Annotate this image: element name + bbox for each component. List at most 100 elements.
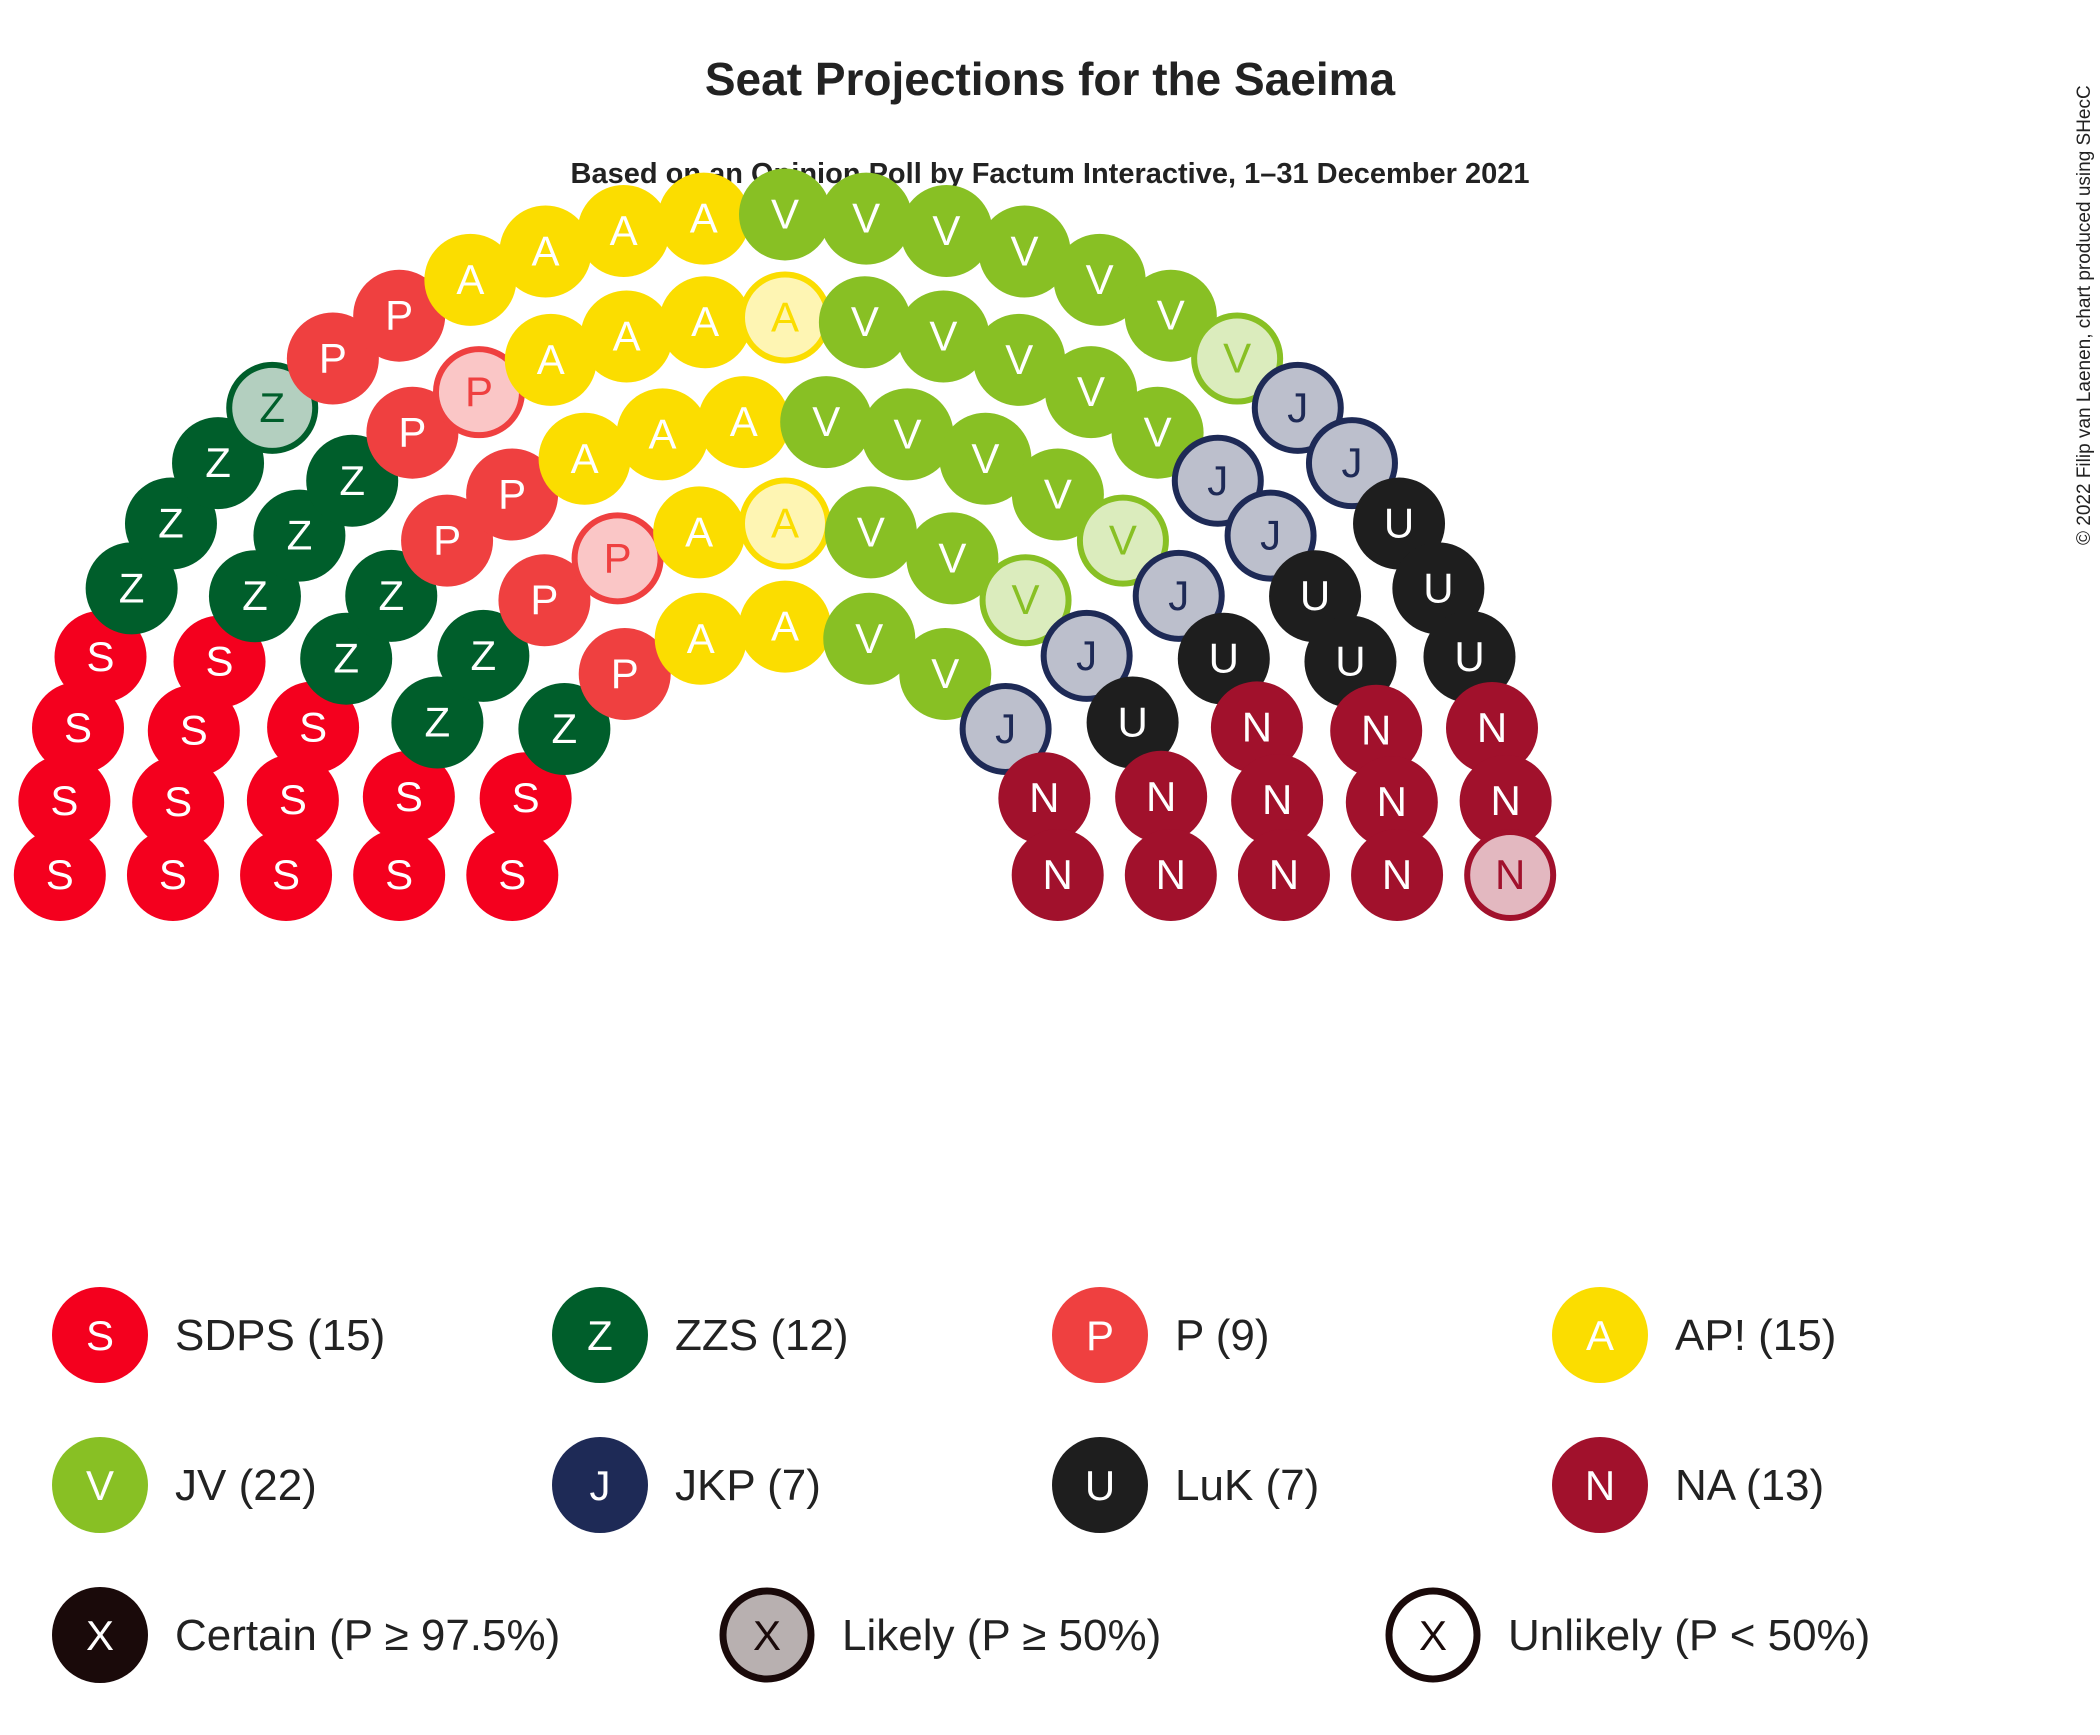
probability-legend-item: X Unlikely (P < 50%)	[1385, 1587, 1870, 1683]
probability-label: Unlikely (P < 50%)	[1508, 1611, 1870, 1660]
seat-letter: S	[164, 778, 192, 825]
legend-label: NA (13)	[1675, 1461, 1824, 1510]
seat-S: S	[267, 681, 360, 774]
seat-letter: A	[537, 336, 565, 383]
seat-circle	[906, 512, 999, 605]
seat-letter: P	[319, 335, 347, 382]
seat-S: S	[362, 750, 455, 843]
legend-swatch-letter: S	[86, 1312, 114, 1359]
seat-circle	[1423, 610, 1516, 703]
seat-letter: P	[465, 368, 493, 415]
seat-letter: P	[611, 650, 639, 697]
seat-V: V	[973, 313, 1066, 406]
seat-circle	[147, 684, 240, 777]
seat-letter: Z	[242, 572, 268, 619]
seat-letter: V	[1011, 228, 1039, 275]
seat-circle	[1464, 829, 1557, 921]
legend-label: LuK (7)	[1175, 1461, 1319, 1510]
seat-circle	[1459, 755, 1552, 848]
seat-circle	[739, 580, 831, 673]
seat-V: V	[823, 592, 916, 685]
legend-item: U LuK (7)	[1052, 1437, 1319, 1533]
legend-swatch	[1552, 1437, 1648, 1533]
seat-U: U	[1423, 610, 1516, 703]
seat-V: V	[899, 628, 992, 721]
seat-letter: S	[279, 776, 307, 823]
seat-letter: A	[613, 312, 641, 359]
seat-V: V	[1053, 233, 1146, 326]
seat-letter: Z	[119, 564, 145, 611]
seat-P: P	[366, 386, 459, 479]
seat-letter: J	[1076, 632, 1097, 679]
seat-circle	[1305, 417, 1398, 510]
seat-U: U	[1177, 612, 1270, 705]
legend-label: JKP (7)	[675, 1461, 821, 1510]
seat-letter: U	[1300, 572, 1330, 619]
seat-S: S	[353, 829, 446, 921]
seat-circle	[518, 682, 611, 775]
seat-letter: S	[395, 773, 423, 820]
seat-P: P	[353, 269, 446, 362]
seat-letter: N	[1490, 777, 1520, 824]
seat-circle	[246, 754, 339, 847]
seat-letter: A	[456, 256, 484, 303]
seat-circle	[504, 313, 597, 406]
legend-swatch-letter: Z	[587, 1312, 613, 1359]
seat-letter: A	[690, 195, 718, 242]
seat-letter: Z	[378, 572, 404, 619]
seat-letter: Z	[259, 384, 285, 431]
seat-P: P	[466, 448, 559, 541]
seat-letter: N	[1361, 707, 1391, 754]
seat-letter: A	[531, 228, 559, 275]
seat-N: N	[1330, 684, 1423, 777]
legend-item: P P (9)	[1052, 1287, 1270, 1383]
seat-letter: S	[385, 851, 413, 898]
seat-letter: A	[649, 410, 677, 457]
seat-V: V	[1191, 312, 1284, 405]
seat-circle	[1231, 754, 1324, 847]
seat-S: S	[54, 610, 147, 703]
seat-letter: V	[1044, 471, 1072, 518]
seat-J: J	[1305, 417, 1398, 510]
legend-item: N NA (13)	[1552, 1437, 1824, 1533]
seat-letter: U	[1209, 635, 1239, 682]
seat-A: A	[616, 388, 709, 481]
seat-Z: Z	[391, 676, 484, 769]
seat-circle	[466, 448, 559, 541]
seat-letter: V	[929, 312, 957, 359]
seat-V: V	[979, 554, 1072, 647]
seat-letter: N	[1043, 851, 1073, 898]
seat-P: P	[571, 512, 664, 605]
seat-V: V	[897, 290, 990, 383]
seat-V: V	[861, 388, 954, 481]
seat-letter: J	[1168, 572, 1189, 619]
legend-label: AP! (15)	[1675, 1311, 1836, 1360]
seat-letter: V	[1223, 335, 1251, 382]
seat-letter: P	[604, 534, 632, 581]
seat-letter: U	[1117, 699, 1147, 746]
seat-N: N	[1445, 682, 1538, 775]
seat-letter: V	[1086, 256, 1114, 303]
seat-letter: N	[1262, 776, 1292, 823]
seat-circle	[1040, 609, 1133, 702]
seat-U: U	[1086, 676, 1179, 769]
seat-letter: U	[1423, 564, 1453, 611]
seat-letter: V	[971, 435, 999, 482]
seat-letter: S	[206, 638, 234, 685]
seat-circle	[32, 682, 125, 775]
seat-A: A	[697, 376, 790, 469]
seat-circle	[1345, 756, 1438, 849]
seat-letter: N	[1242, 703, 1272, 750]
seat-N: N	[1115, 750, 1208, 843]
seat-circle	[1086, 676, 1179, 769]
seat-circle	[1132, 549, 1225, 642]
seat-circle	[366, 386, 459, 479]
probability-swatch-letter: X	[86, 1612, 114, 1659]
seat-letter: S	[87, 633, 115, 680]
seat-letter: Z	[552, 705, 578, 752]
seat-V: V	[978, 205, 1071, 298]
seat-S: S	[147, 684, 240, 777]
seat-V: V	[906, 512, 999, 605]
legend-swatch-letter: A	[1586, 1312, 1614, 1359]
seat-circle	[580, 290, 673, 383]
